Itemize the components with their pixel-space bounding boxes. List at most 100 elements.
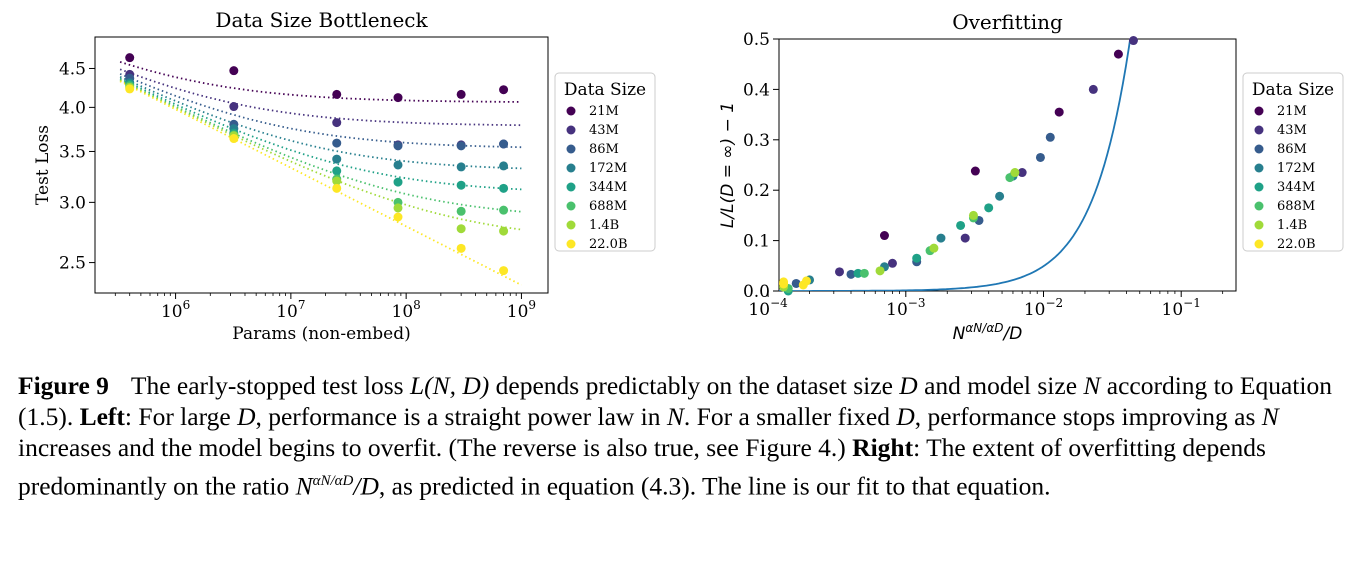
data-point-86M	[1045, 132, 1055, 142]
data-point-344M	[393, 177, 403, 187]
data-point-43M	[229, 102, 239, 112]
legend-marker	[1254, 106, 1264, 116]
data-point-1.4B	[1010, 168, 1020, 178]
legend-marker	[566, 239, 576, 249]
data-point-344M	[499, 183, 509, 193]
y-axis-label: L/L(D = ∞) − 1	[718, 102, 738, 228]
caption-math: D	[896, 402, 915, 431]
data-point-22.0B	[229, 134, 239, 144]
fit-line	[779, 39, 1132, 291]
data-point-21M	[1054, 107, 1064, 117]
data-point-43M	[834, 267, 844, 277]
data-point-86M	[456, 141, 466, 151]
data-point-1.4B	[393, 203, 403, 213]
caption-math: N	[1261, 402, 1279, 431]
caption-text: . For a smaller fixed	[683, 402, 897, 431]
data-point-43M	[1128, 36, 1138, 46]
caption-math: /D	[353, 471, 379, 501]
data-point-1.4B	[456, 224, 466, 234]
data-point-172M	[393, 160, 403, 170]
x-axis-label: NαN/αD/D	[953, 321, 1023, 344]
data-point-21M	[125, 53, 135, 63]
legend-marker	[1254, 201, 1264, 211]
data-point-21M	[229, 66, 239, 76]
legend-label: 86M	[1277, 142, 1307, 157]
legend-label: 1.4B	[1277, 218, 1307, 233]
chart-title: Overfitting	[952, 10, 1063, 34]
data-point-344M	[984, 203, 994, 213]
x-tick-label: 109	[507, 298, 536, 322]
data-point-22.0B	[393, 212, 403, 222]
legend-marker	[1254, 182, 1264, 192]
legend-label: 21M	[1277, 104, 1307, 119]
y-tick-label: 0.1	[743, 232, 770, 252]
figure-label: Figure 9	[18, 371, 109, 400]
legend-label: 86M	[589, 142, 619, 157]
figure-panels: Data Size Bottleneck 106 107 108 109 2.5 3.0 3.…	[33, 8, 1344, 344]
legend-marker	[1254, 163, 1264, 173]
legend-marker	[1254, 239, 1264, 249]
data-point-86M	[791, 278, 801, 288]
chart-title: Data Size Bottleneck	[215, 8, 428, 32]
x-tick-label: 108	[392, 298, 421, 322]
data-point-344M	[332, 166, 342, 176]
caption-text: : For large	[124, 402, 238, 431]
data-point-21M	[879, 231, 889, 241]
legend-marker	[566, 182, 576, 192]
y-tick-label: 4.0	[59, 98, 86, 118]
data-point-172M	[995, 191, 1005, 201]
legend-title: Data Size	[1252, 80, 1334, 100]
data-point-1.4B	[929, 243, 939, 253]
data-point-688M	[456, 206, 466, 216]
data-point-86M	[1035, 152, 1045, 162]
figure-caption: Figure 9 The early-stopped test loss L(N,…	[18, 370, 1354, 502]
caption-math: L(N, D)	[409, 371, 490, 400]
legend-label: 22.0B	[1277, 237, 1316, 252]
fit-curve-1.4B	[119, 79, 522, 231]
caption-right-label: Right	[852, 433, 914, 462]
data-point-43M	[1017, 168, 1027, 178]
legend-box	[554, 72, 656, 252]
data-point-344M	[956, 220, 966, 230]
caption-left-label: Left	[79, 402, 125, 431]
y-tick-label: 0.3	[743, 131, 770, 151]
data-point-21M	[970, 166, 980, 176]
y-tick-label: 4.5	[59, 59, 86, 79]
legend-label: 172M	[589, 161, 627, 176]
caption-text: increases and the model begins to overfi…	[18, 433, 853, 462]
x-tick-label: 107	[276, 298, 305, 322]
legend-box	[1242, 72, 1344, 252]
data-point-344M	[853, 268, 863, 278]
y-tick-label: 0.5	[743, 30, 770, 50]
data-point-344M	[912, 253, 922, 263]
legend-label: 172M	[1277, 161, 1315, 176]
data-point-86M	[332, 138, 342, 148]
y-tick-label: 3.0	[59, 193, 86, 213]
caption-text: according to Equation (1.5).	[18, 371, 1332, 431]
data-point-1.4B	[499, 226, 509, 236]
x-tick-label: 10−3	[886, 296, 925, 320]
legend-marker	[566, 106, 576, 116]
legend-marker	[1254, 220, 1264, 230]
data-point-86M	[499, 139, 509, 149]
fit-curve-172M	[119, 75, 522, 170]
data-point-43M	[960, 233, 970, 243]
x-tick-label: 10−1	[1162, 296, 1201, 320]
data-point-1.4B	[875, 266, 885, 276]
overfitting-chart: Overfitting 10−4 10−3 10−2 10−1 0.0 0.1 0.2 0.3 0…	[718, 10, 1344, 344]
legend-label: 344M	[1277, 180, 1315, 195]
legend-label: 43M	[589, 123, 619, 138]
data-point-172M	[456, 162, 466, 172]
data-point-22.0B	[779, 279, 789, 289]
plot-area-frame	[94, 36, 549, 294]
caption-text: and model size	[917, 371, 1084, 400]
legend-marker	[566, 220, 576, 230]
data-point-21M	[332, 89, 342, 99]
legend-label: 1.4B	[589, 218, 619, 233]
caption-text: The early-stopped test loss	[130, 371, 410, 400]
legend-marker	[1254, 125, 1264, 135]
legend-marker	[566, 163, 576, 173]
data-point-43M	[887, 258, 897, 268]
caption-text: : The extent of overfitting depends pred…	[18, 433, 1266, 501]
caption-text: , performance is a straight power law in	[255, 402, 667, 431]
